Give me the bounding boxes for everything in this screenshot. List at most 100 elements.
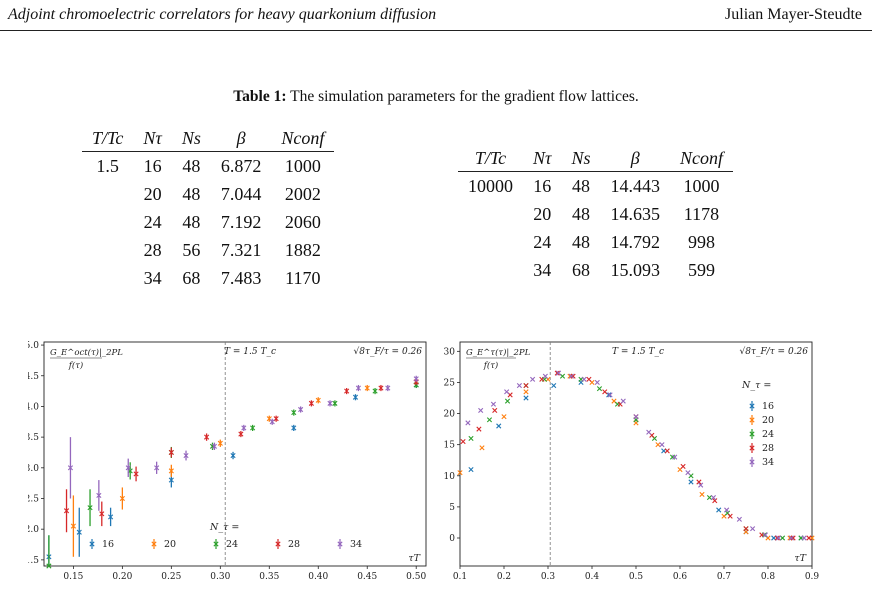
table-cell: 20 — [533, 204, 552, 224]
legend-label: 16 — [762, 401, 774, 412]
data-point — [523, 382, 529, 389]
table-cell: 7.192 — [220, 212, 262, 232]
table-cell: 7.483 — [220, 268, 262, 288]
legend-title: N_τ = — [741, 380, 771, 391]
y-tick-label: 2.5 — [28, 494, 39, 504]
data-point — [315, 397, 321, 403]
data-point — [743, 526, 749, 532]
data-point — [457, 470, 463, 476]
table-caption-label: Table 1: — [233, 88, 287, 105]
data-point — [688, 479, 694, 485]
legend: N_τ = 16 20 24 28 34 — [741, 380, 774, 468]
data-point — [119, 495, 125, 502]
col-header-nconf: Nconf — [271, 128, 335, 152]
y-tick-label: 2.0 — [28, 525, 39, 535]
data-point — [664, 448, 670, 454]
data-point — [699, 491, 705, 498]
data-point — [108, 514, 114, 520]
data-point — [87, 505, 93, 511]
data-point — [298, 406, 304, 413]
data-point — [530, 376, 536, 382]
x-tick-label: 0.15 — [63, 572, 83, 582]
legend-marker-x — [151, 541, 157, 547]
data-point — [710, 494, 717, 501]
data-point — [327, 400, 333, 406]
data-point — [779, 535, 786, 541]
table-cell: 2002 — [284, 184, 321, 204]
data-point — [551, 382, 557, 389]
table-row: 24 48 14.792 998 — [458, 228, 733, 256]
data-point — [655, 442, 661, 448]
data-point — [698, 482, 704, 488]
table-cell: 10000 — [468, 176, 513, 196]
table-cell — [458, 256, 523, 284]
data-point — [460, 438, 466, 445]
data-point — [696, 479, 702, 485]
table-cell: 599 — [687, 260, 715, 280]
legend-label: 20 — [164, 539, 176, 550]
table-cell — [458, 200, 523, 228]
x-tick-label: 0.25 — [161, 572, 181, 582]
col-header-temperature: T/Tc — [458, 148, 523, 172]
x-tick-label: 0.2 — [497, 572, 511, 582]
table-row: 20 48 14.635 1178 — [458, 200, 733, 228]
annotation-temperature: T = 1.5 T_c — [224, 347, 276, 357]
legend-label: 24 — [226, 539, 238, 550]
y-tick-label: 4.5 — [28, 372, 39, 382]
table-cell: 1170 — [285, 268, 321, 288]
data-point — [238, 431, 244, 437]
data-point — [355, 385, 362, 391]
legend-label: 20 — [762, 415, 774, 426]
legend-label: 28 — [762, 443, 774, 454]
y-axis-label-denominator: f(τ) — [483, 360, 498, 371]
table-cell: 14.635 — [610, 204, 660, 224]
data-point — [523, 395, 529, 401]
legend: N_τ = 16 20 24 28 34 — [89, 522, 362, 550]
page-header: Adjoint chromoelectric correlators for h… — [0, 0, 872, 31]
col-header-beta: β — [210, 128, 272, 152]
legend-marker-x — [749, 417, 755, 423]
table-cell — [82, 236, 133, 264]
col-header-ntau: Nτ — [523, 148, 562, 172]
data-point — [230, 452, 236, 459]
x-tick-label: 0.6 — [673, 572, 688, 582]
legend-marker-x — [749, 445, 755, 451]
y-tick-label: 30 — [444, 347, 456, 357]
col-header-nconf: Nconf — [669, 148, 733, 172]
table-cell: 68 — [182, 268, 201, 288]
y-axis-label-denominator: f(τ) — [68, 360, 83, 371]
table-cell: 24 — [533, 232, 552, 252]
legend-title: N_τ = — [209, 522, 239, 533]
x-tick-label: 0.3 — [541, 572, 556, 582]
data-point — [516, 382, 522, 389]
data-point — [133, 471, 139, 477]
table-cell: 1000 — [683, 176, 720, 196]
data-point — [586, 376, 592, 382]
legend-marker-x — [749, 403, 755, 409]
data-point — [620, 398, 626, 404]
parameter-table-1: T/Tc Nτ Ns β Nconf 1.5 16 48 6.872 1000 20 48 7… — [82, 128, 335, 292]
data-point — [727, 513, 733, 519]
data-point — [372, 388, 378, 394]
legend-marker-x — [749, 459, 755, 465]
data-point — [308, 400, 314, 406]
data-point — [724, 507, 730, 513]
data-point — [154, 465, 160, 471]
table-cell: 48 — [182, 212, 201, 232]
x-tick-label: 0.30 — [210, 572, 230, 582]
x-tick-label: 0.40 — [308, 572, 328, 582]
data-point — [672, 454, 678, 460]
legend-label: 34 — [762, 457, 774, 468]
data-point — [790, 535, 796, 541]
table-row: 28 56 7.321 1882 — [82, 236, 334, 264]
y-tick-label: 4.0 — [28, 402, 39, 412]
data-point — [501, 414, 507, 420]
data-point — [76, 529, 82, 535]
running-author: Julian Mayer-Steudte — [725, 6, 862, 23]
y-tick-label: 15 — [444, 441, 456, 451]
data-point — [554, 370, 560, 376]
table-cell: 48 — [182, 184, 201, 204]
table-cell: 48 — [571, 232, 590, 252]
table-caption-text: The simulation parameters for the gradie… — [286, 88, 639, 105]
data-point — [788, 535, 794, 541]
